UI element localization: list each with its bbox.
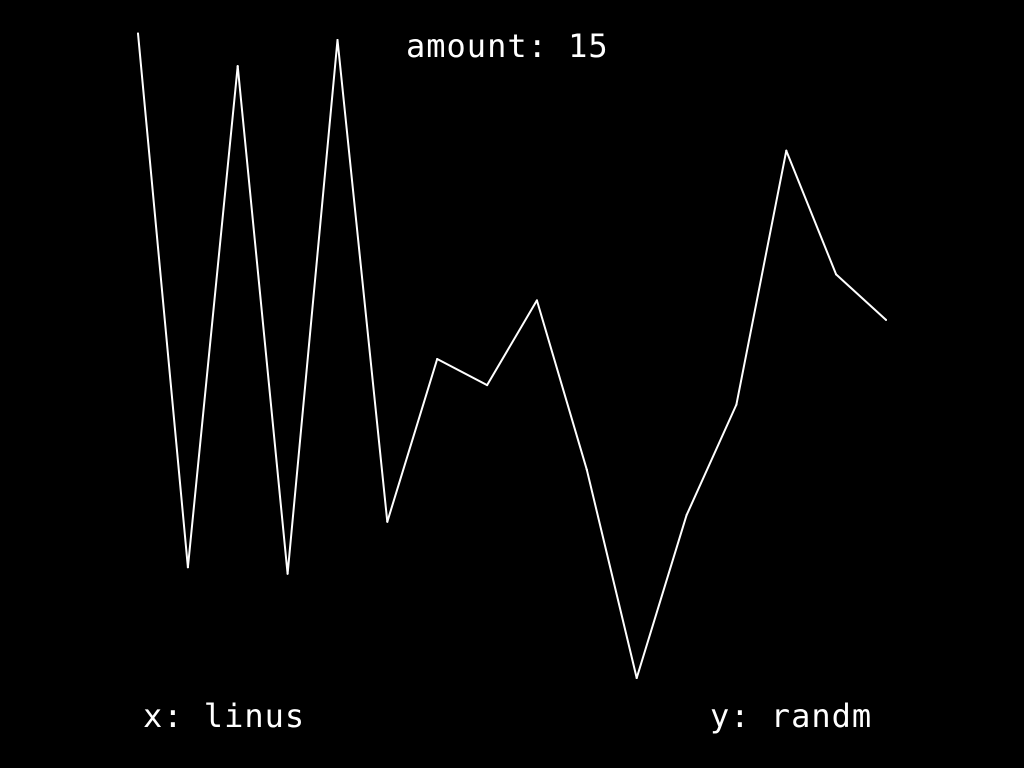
line-segment-3 bbox=[286, 39, 339, 575]
line-segment-6 bbox=[436, 358, 489, 387]
data-point-8 bbox=[535, 299, 538, 302]
data-point-4 bbox=[336, 39, 339, 41]
x-axis-label: x: linus bbox=[143, 697, 306, 735]
data-point-6 bbox=[436, 358, 439, 360]
line-segment-0 bbox=[137, 32, 189, 569]
data-point-14 bbox=[835, 273, 838, 276]
data-point-1 bbox=[186, 566, 189, 569]
data-point-3 bbox=[286, 572, 289, 575]
data-point-10 bbox=[635, 677, 638, 679]
line-segment-2 bbox=[236, 65, 289, 575]
line-segment-14 bbox=[835, 273, 887, 321]
data-point-12 bbox=[735, 403, 738, 406]
series-layer bbox=[137, 32, 887, 679]
data-point-11 bbox=[685, 514, 688, 517]
line-segment-9 bbox=[585, 468, 638, 679]
chart-title: amount: 15 bbox=[406, 27, 609, 65]
line-segment-13 bbox=[785, 149, 838, 276]
line-segment-11 bbox=[685, 403, 738, 517]
line-segment-4 bbox=[336, 39, 389, 523]
data-point-13 bbox=[785, 149, 788, 152]
data-point-0 bbox=[137, 32, 139, 35]
data-point-5 bbox=[386, 520, 389, 523]
line-segment-7 bbox=[486, 299, 538, 387]
line-segment-12 bbox=[735, 149, 788, 406]
data-point-9 bbox=[585, 468, 588, 471]
y-axis-label: y: randm bbox=[710, 697, 873, 735]
line-segment-10 bbox=[635, 514, 688, 679]
data-point-2 bbox=[236, 65, 239, 68]
data-point-15 bbox=[885, 318, 887, 321]
line-segment-5 bbox=[386, 358, 439, 523]
data-point-7 bbox=[486, 384, 489, 387]
line-segment-1 bbox=[186, 65, 239, 569]
line-segment-8 bbox=[535, 299, 588, 471]
